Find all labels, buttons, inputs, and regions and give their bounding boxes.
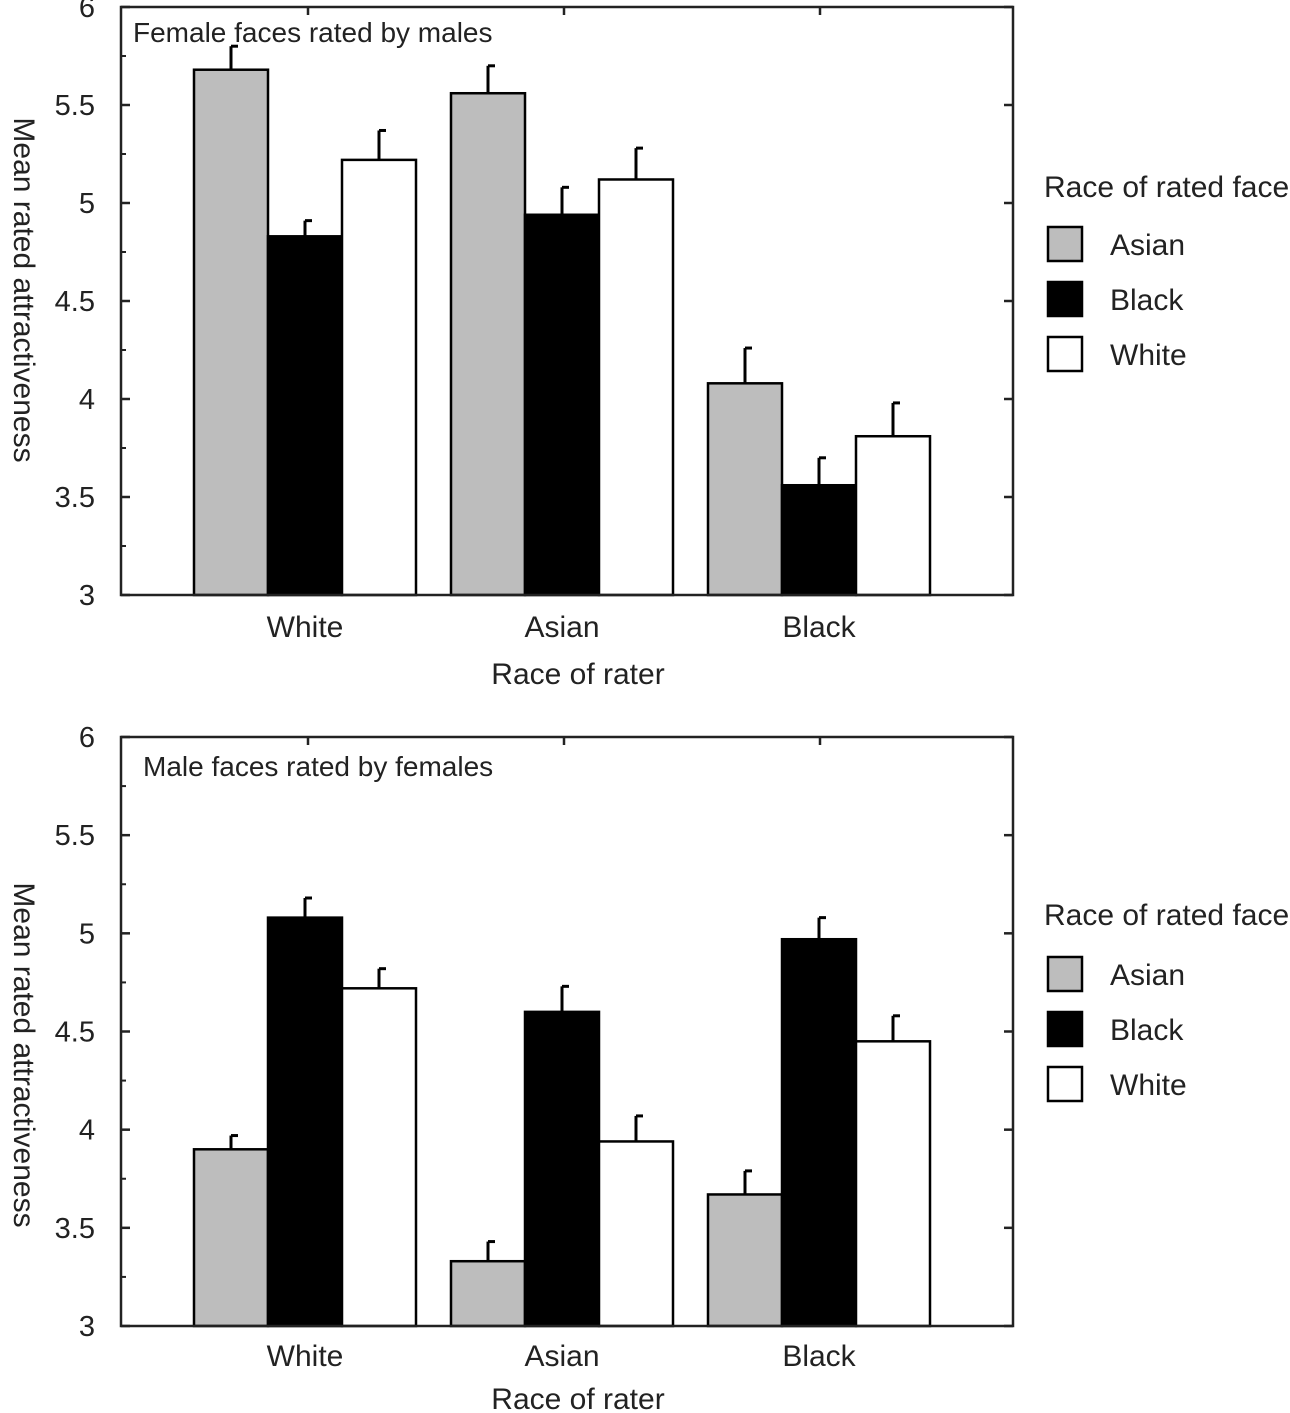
bar-black-asian <box>523 213 601 597</box>
x-tick-label-black: Black <box>782 611 856 644</box>
legend-swatch-white <box>1046 335 1084 373</box>
x-tick-label-white: White <box>267 611 344 644</box>
bar-asian-asian <box>449 91 527 597</box>
bar-asian-black <box>706 382 784 597</box>
bar-black-black <box>780 937 858 1328</box>
bar-black-asian <box>523 1010 601 1328</box>
panel-male-faces: 3 3.5 4 4.5 5 5.5 6 White Asian Black Race of rate… <box>7 722 1290 1413</box>
legend-title: Race of rated faces <box>1044 899 1290 932</box>
y-tick-label: 6 <box>79 0 95 24</box>
y-axis-title: Mean rated attractiveness <box>7 117 40 462</box>
legend-title: Race of rated faces <box>1044 171 1290 204</box>
bar-white-white <box>340 987 418 1328</box>
bar-asian-white <box>192 68 270 597</box>
y-tick-label: 4.5 <box>55 286 95 318</box>
x-tick-label-asian: Asian <box>524 1340 599 1373</box>
bar-black-white <box>266 916 344 1328</box>
x-axis-title: Race of rater <box>491 1383 664 1413</box>
bar-white-white <box>340 158 418 597</box>
panel-title: Male faces rated by females <box>143 751 493 782</box>
legend-swatch-white <box>1046 1065 1084 1103</box>
y-tick-label: 3 <box>79 580 95 612</box>
y-tick-label: 5 <box>79 188 95 220</box>
bar-black-white <box>266 235 344 597</box>
legend-label-asian: Asian <box>1110 959 1185 992</box>
legend-label-black: Black <box>1110 1014 1184 1047</box>
y-tick-label: 4.5 <box>55 1017 95 1049</box>
bar-asian-black <box>706 1193 784 1328</box>
bar-asian-white <box>192 1148 270 1328</box>
legend-label-white: White <box>1110 339 1187 372</box>
bar-white-black <box>854 1040 932 1328</box>
legend-swatch-asian <box>1046 225 1084 263</box>
y-tick-label: 3 <box>79 1311 95 1343</box>
y-tick-label: 4 <box>79 384 95 416</box>
legend-label-black: Black <box>1110 284 1184 317</box>
y-tick-label: 3.5 <box>55 482 95 514</box>
x-tick-label-black: Black <box>782 1340 856 1373</box>
y-tick-label: 5.5 <box>55 90 95 122</box>
legend-label-asian: Asian <box>1110 229 1185 262</box>
y-axis-title: Mean rated attractiveness <box>7 882 40 1227</box>
y-tick-label: 6 <box>79 722 95 754</box>
y-tick-label: 4 <box>79 1115 95 1147</box>
bar-white-asian <box>597 1140 675 1328</box>
legend-label-white: White <box>1110 1069 1187 1102</box>
panel-female-faces: 3 3.5 4 4.5 5 5.5 6 White Asian Black Race of rate… <box>7 0 1290 691</box>
bar-asian-asian <box>449 1259 527 1328</box>
y-tick-label: 5.5 <box>55 820 95 852</box>
x-tick-label-asian: Asian <box>524 611 599 644</box>
legend-swatch-black <box>1046 280 1084 318</box>
panel-title: Female faces rated by males <box>133 17 493 48</box>
bar-white-black <box>854 434 932 597</box>
x-axis-title: Race of rater <box>491 658 664 691</box>
bar-white-asian <box>597 178 675 597</box>
legend-swatch-black <box>1046 1010 1084 1048</box>
legend-swatch-asian <box>1046 955 1084 993</box>
x-tick-label-white: White <box>267 1340 344 1373</box>
bar-black-black <box>780 483 858 597</box>
y-tick-label: 3.5 <box>55 1213 95 1245</box>
y-tick-label: 5 <box>79 918 95 950</box>
